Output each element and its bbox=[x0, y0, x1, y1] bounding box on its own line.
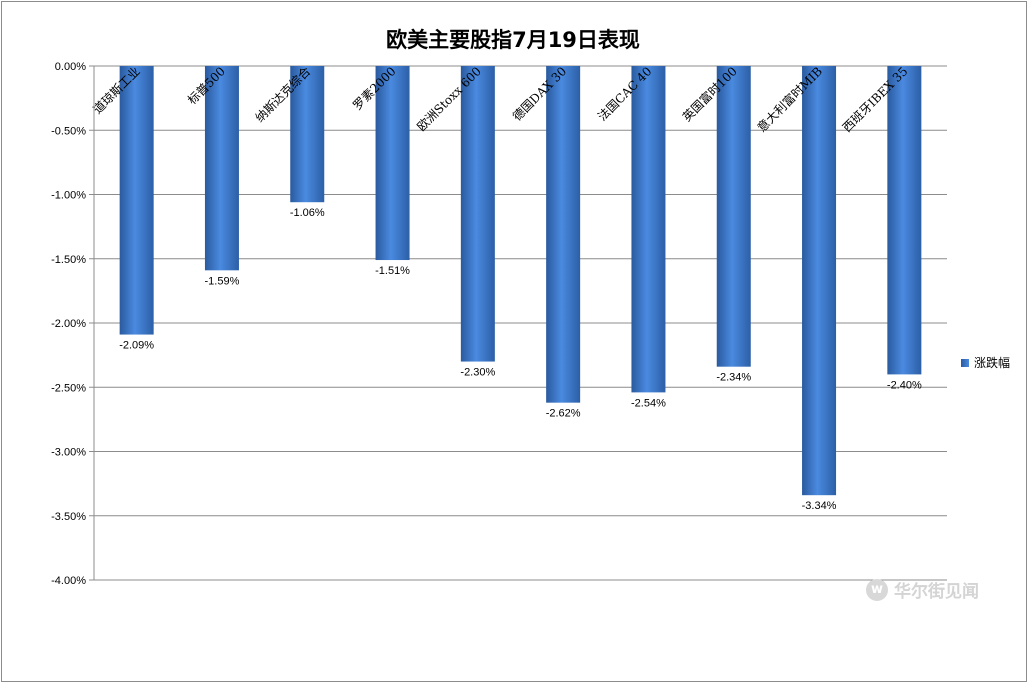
legend-swatch bbox=[961, 358, 969, 367]
bar bbox=[631, 66, 666, 393]
watermark: w 华尔街见闻 bbox=[866, 577, 979, 602]
y-tick-label: -3.00% bbox=[51, 447, 86, 459]
chart-title: 欧美主要股指7月19日表现 bbox=[386, 28, 640, 52]
data-label: -1.59% bbox=[205, 275, 240, 287]
data-label: -1.51% bbox=[375, 265, 410, 277]
y-tick-label: -3.50% bbox=[51, 511, 86, 523]
bar bbox=[716, 66, 751, 367]
bar bbox=[204, 66, 239, 271]
y-tick-label: -0.50% bbox=[51, 125, 86, 137]
data-label: -3.34% bbox=[802, 500, 837, 512]
wallstreetcn-logo-icon: w bbox=[866, 578, 888, 601]
y-axis-ticks: 0.00% -0.50% -1.00% -1.50% -2.00% -2.50% -3.00… bbox=[51, 61, 94, 587]
bar bbox=[375, 66, 410, 261]
y-tick-label: 0.00% bbox=[55, 61, 86, 73]
y-tick-label: -2.00% bbox=[51, 318, 86, 330]
data-label: -1.06% bbox=[290, 207, 325, 219]
bars bbox=[119, 66, 922, 496]
bar bbox=[290, 66, 325, 203]
legend: 涨跌幅 bbox=[961, 354, 1010, 371]
data-label: -2.09% bbox=[119, 340, 154, 352]
y-tick-label: -1.50% bbox=[51, 254, 86, 266]
bar bbox=[119, 66, 154, 335]
bar bbox=[460, 66, 495, 362]
data-label: -2.40% bbox=[887, 379, 922, 391]
legend-label: 涨跌幅 bbox=[974, 356, 1011, 370]
watermark-text: 华尔街见闻 bbox=[894, 582, 979, 602]
bar bbox=[802, 66, 837, 496]
y-tick-label: -4.00% bbox=[51, 575, 86, 587]
data-label: -2.62% bbox=[546, 408, 581, 420]
data-label: -2.30% bbox=[460, 367, 495, 379]
bar bbox=[887, 66, 922, 375]
bar bbox=[546, 66, 581, 403]
y-tick-label: -2.50% bbox=[51, 382, 86, 394]
y-tick-label: -1.00% bbox=[51, 190, 86, 202]
data-label: -2.34% bbox=[716, 372, 751, 384]
data-labels: -2.09% -1.59% -1.06% -1.51% -2.30% -2.62% -2.5… bbox=[119, 207, 922, 512]
data-label: -2.54% bbox=[631, 397, 666, 409]
